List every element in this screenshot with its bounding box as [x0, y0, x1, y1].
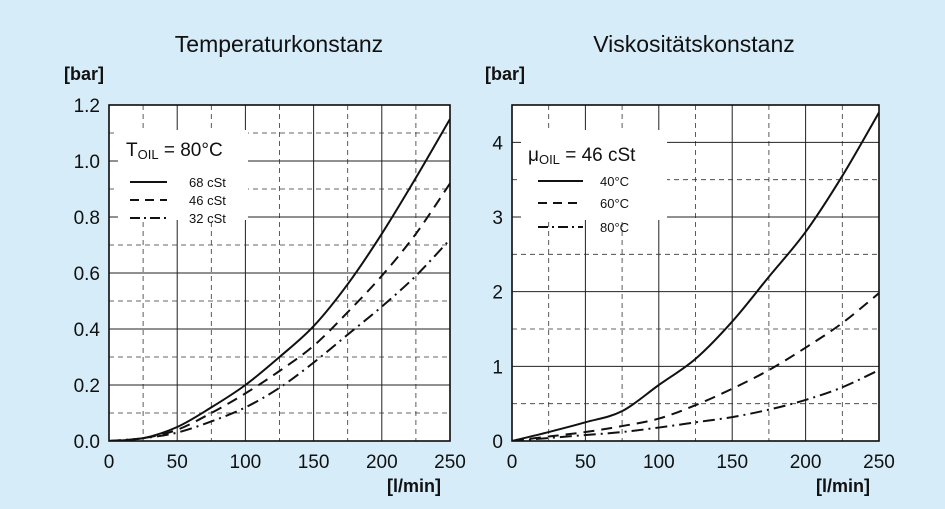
chart-title: Temperaturkonstanz [175, 31, 383, 57]
series-line-46-cst [109, 182, 450, 441]
series-line-32-cst [109, 238, 450, 441]
x-tick-label: 150 [716, 452, 748, 473]
y-axis-label: [bar] [485, 64, 525, 84]
x-tick-label: 50 [167, 452, 188, 473]
legend-title: TOIL = 80°C [126, 140, 223, 162]
x-tick-label: 50 [575, 452, 596, 473]
series-line-68-cst [109, 118, 450, 441]
x-tick-label: 200 [790, 452, 822, 473]
x-tick-label: 250 [434, 452, 466, 473]
legend-title-main: T [126, 140, 138, 161]
legend-label: 46 cSt [189, 193, 226, 208]
legend-title-rest: = 80°C [159, 140, 223, 161]
legend: μOIL = 46 cSt 40°C 60°C 80°C [521, 130, 667, 235]
legend-title-main: μ [528, 145, 539, 166]
plot-border [511, 104, 880, 442]
legend-label: 68 cSt [189, 175, 226, 190]
y-tick-label: 1 [492, 357, 503, 378]
legend-title-rest: = 46 cSt [560, 145, 636, 166]
x-tick-label: 100 [230, 452, 262, 473]
chart-panel-2: Viskositätskonstanz [bar] 0 50 100 150 200 250 0… [485, 31, 895, 496]
y-tick-label: 1.2 [74, 96, 100, 117]
y-tick-label: 2 [492, 283, 503, 304]
y-tick-label: 3 [492, 208, 503, 229]
legend-title: μOIL = 46 cSt [528, 145, 636, 167]
plot-border [108, 104, 451, 442]
x-tick-label: 0 [104, 452, 115, 473]
legend-label: 32 cSt [189, 211, 226, 226]
legend-label: 80°C [600, 220, 629, 235]
series-line-40-c [512, 111, 879, 441]
y-tick-label: 4 [492, 133, 503, 154]
x-tick-label: 0 [507, 452, 518, 473]
y-tick-label: 0.8 [74, 208, 100, 229]
legend-box [118, 130, 248, 220]
y-tick-label: 1.0 [74, 152, 100, 173]
legend-title-sub: OIL [138, 147, 159, 162]
legend-title-sub: OIL [539, 152, 560, 167]
x-tick-label: 250 [863, 452, 895, 473]
legend-label: 40°C [600, 174, 629, 189]
x-tick-label: 200 [366, 452, 398, 473]
chart-title: Viskositätskonstanz [593, 31, 795, 57]
y-tick-label: 0.0 [74, 432, 100, 453]
y-tick-label: 0.2 [74, 376, 100, 397]
legend-box [521, 130, 667, 220]
x-tick-label: 150 [298, 452, 330, 473]
legend: TOIL = 80°C 68 cSt 46 cSt 32 cSt [118, 130, 248, 226]
y-axis-label: [bar] [64, 64, 104, 84]
y-tick-label: 0.6 [74, 264, 100, 285]
legend-label: 60°C [600, 196, 629, 211]
y-tick-label: 0 [492, 432, 503, 453]
x-axis-label: [l/min] [387, 476, 441, 496]
x-axis-label: [l/min] [816, 476, 870, 496]
chart-panel-1: Temperaturkonstanz [bar] 0 50 100 150 200 250 0.… [64, 31, 466, 496]
y-tick-label: 0.4 [74, 320, 101, 341]
x-tick-label: 100 [643, 452, 675, 473]
series-line-60-c [512, 292, 879, 441]
